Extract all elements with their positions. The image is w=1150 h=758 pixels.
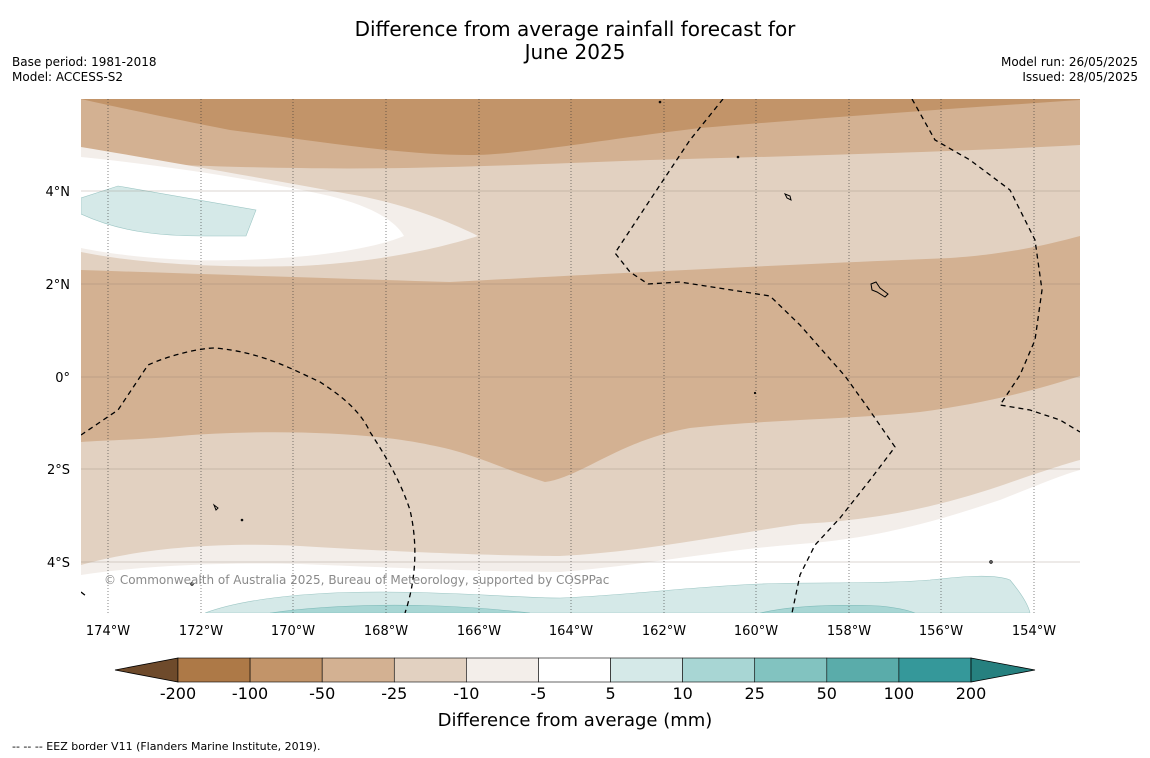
- eez-border-central: [614, 99, 896, 613]
- contour-band-minus25-minus50-equator: [81, 236, 1080, 482]
- copyright-notice: © Commonwealth of Australia 2025, Bureau…: [104, 573, 609, 587]
- contour-band-plus5-plus10-south: [204, 575, 1031, 613]
- colorbar-cell: [321, 657, 395, 683]
- issued-date: Issued: 28/05/2025: [1022, 70, 1138, 84]
- contour-band-minus50-minus100-north: [81, 99, 1080, 155]
- lon-label: 174°W: [86, 624, 130, 639]
- model-name: Model: ACCESS-S2: [12, 70, 124, 84]
- eez-border-southwest: [81, 591, 87, 597]
- lon-label: 164°W: [549, 624, 593, 639]
- contour-band-plus10-plus25-south-west: [269, 604, 531, 613]
- colorbar-cell: [682, 657, 756, 683]
- colorbar-cell: [610, 657, 683, 683]
- latitude-labels: 4°N 2°N 0° 2°S 4°S: [46, 185, 71, 571]
- colorbar-cell: [538, 657, 611, 683]
- colorbar-tick-label: 25: [745, 684, 765, 703]
- contour-band-plus10-plus25-south-east: [759, 604, 916, 613]
- lon-label: 168°W: [364, 624, 408, 639]
- contour-band-near-average-south: [81, 470, 1080, 613]
- island: [212, 503, 219, 511]
- eez-legend: -- -- -- EEZ border V11 (Flanders Marine…: [12, 740, 321, 753]
- colorbar-tick-labels: -200 -100 -50 -25 -10 -5 5 10 25 50 100 200: [160, 684, 986, 703]
- contour-fields: © Commonwealth of Australia 2025, Bureau…: [81, 99, 1080, 613]
- lat-label: 2°S: [47, 463, 70, 478]
- eez-borders: [81, 99, 1080, 613]
- colorbar-tick-label: 200: [956, 684, 987, 703]
- island: [736, 155, 740, 159]
- colorbar-tick-label: -50: [309, 684, 335, 703]
- island: [753, 391, 757, 395]
- title-line-2: June 2025: [524, 40, 626, 64]
- lat-label: 0°: [55, 371, 70, 386]
- island: [658, 100, 662, 104]
- longitude-labels: 174°W 172°W 170°W 168°W 166°W 164°W 162°…: [86, 624, 1056, 639]
- colorbar-legend: -200 -100 -50 -25 -10 -5 5 10 25 50 100 200 Differe…: [114, 657, 1036, 731]
- colorbar-cell: [898, 657, 972, 683]
- colorbar-extend-high: [970, 657, 1036, 683]
- lon-label: 160°W: [734, 624, 778, 639]
- map-title: Difference from average rainfall forecas…: [0, 18, 1150, 64]
- island: [783, 193, 792, 201]
- lon-label: 170°W: [271, 624, 315, 639]
- island: [240, 518, 244, 522]
- run-info: Model run: 26/05/2025 Issued: 28/05/2025: [1001, 55, 1138, 85]
- lon-label: 166°W: [457, 624, 501, 639]
- lon-label: 158°W: [827, 624, 871, 639]
- contour-band-plus5-plus10-north: [81, 185, 257, 237]
- colorbar-tick-label: -200: [160, 684, 196, 703]
- lon-label: 156°W: [919, 624, 963, 639]
- lon-label: 162°W: [642, 624, 686, 639]
- model-info: Base period: 1981-2018 Model: ACCESS-S2: [12, 55, 157, 85]
- colorbar-tick-label: 50: [817, 684, 837, 703]
- lat-label: 2°N: [46, 278, 71, 293]
- colorbar-cell: [466, 657, 539, 683]
- colorbar-cell: [826, 657, 900, 683]
- title-line-1: Difference from average rainfall forecas…: [354, 17, 796, 41]
- colorbar-tick-label: 100: [884, 684, 915, 703]
- colorbar-tick-label: 10: [672, 684, 692, 703]
- colorbar-cells: [177, 657, 972, 683]
- colorbar-tick-label: -10: [453, 684, 479, 703]
- colorbar-title: Difference from average (mm): [438, 710, 713, 731]
- lat-label: 4°S: [47, 556, 70, 571]
- colorbar-cell: [393, 657, 467, 683]
- base-period: Base period: 1981-2018: [12, 55, 157, 69]
- model-run-date: Model run: 26/05/2025: [1000, 55, 1138, 69]
- island: [870, 281, 889, 298]
- colorbar-tick-label: -100: [232, 684, 268, 703]
- eez-border-west: [81, 347, 416, 613]
- lon-label: 154°W: [1012, 624, 1056, 639]
- colorbar-tick-label: -25: [381, 684, 407, 703]
- islands: [190, 100, 993, 586]
- colorbar-extend-low: [114, 657, 179, 683]
- island: [989, 560, 993, 564]
- colorbar-cell: [249, 657, 323, 683]
- latitude-lines: [81, 190, 1080, 563]
- colorbar-tick-label: 5: [605, 684, 615, 703]
- colorbar-cell: [754, 657, 828, 683]
- lon-label: 172°W: [179, 624, 223, 639]
- island: [190, 582, 194, 586]
- colorbar-cell: [177, 657, 251, 683]
- lat-label: 4°N: [46, 185, 71, 200]
- colorbar-tick-label: -5: [530, 684, 546, 703]
